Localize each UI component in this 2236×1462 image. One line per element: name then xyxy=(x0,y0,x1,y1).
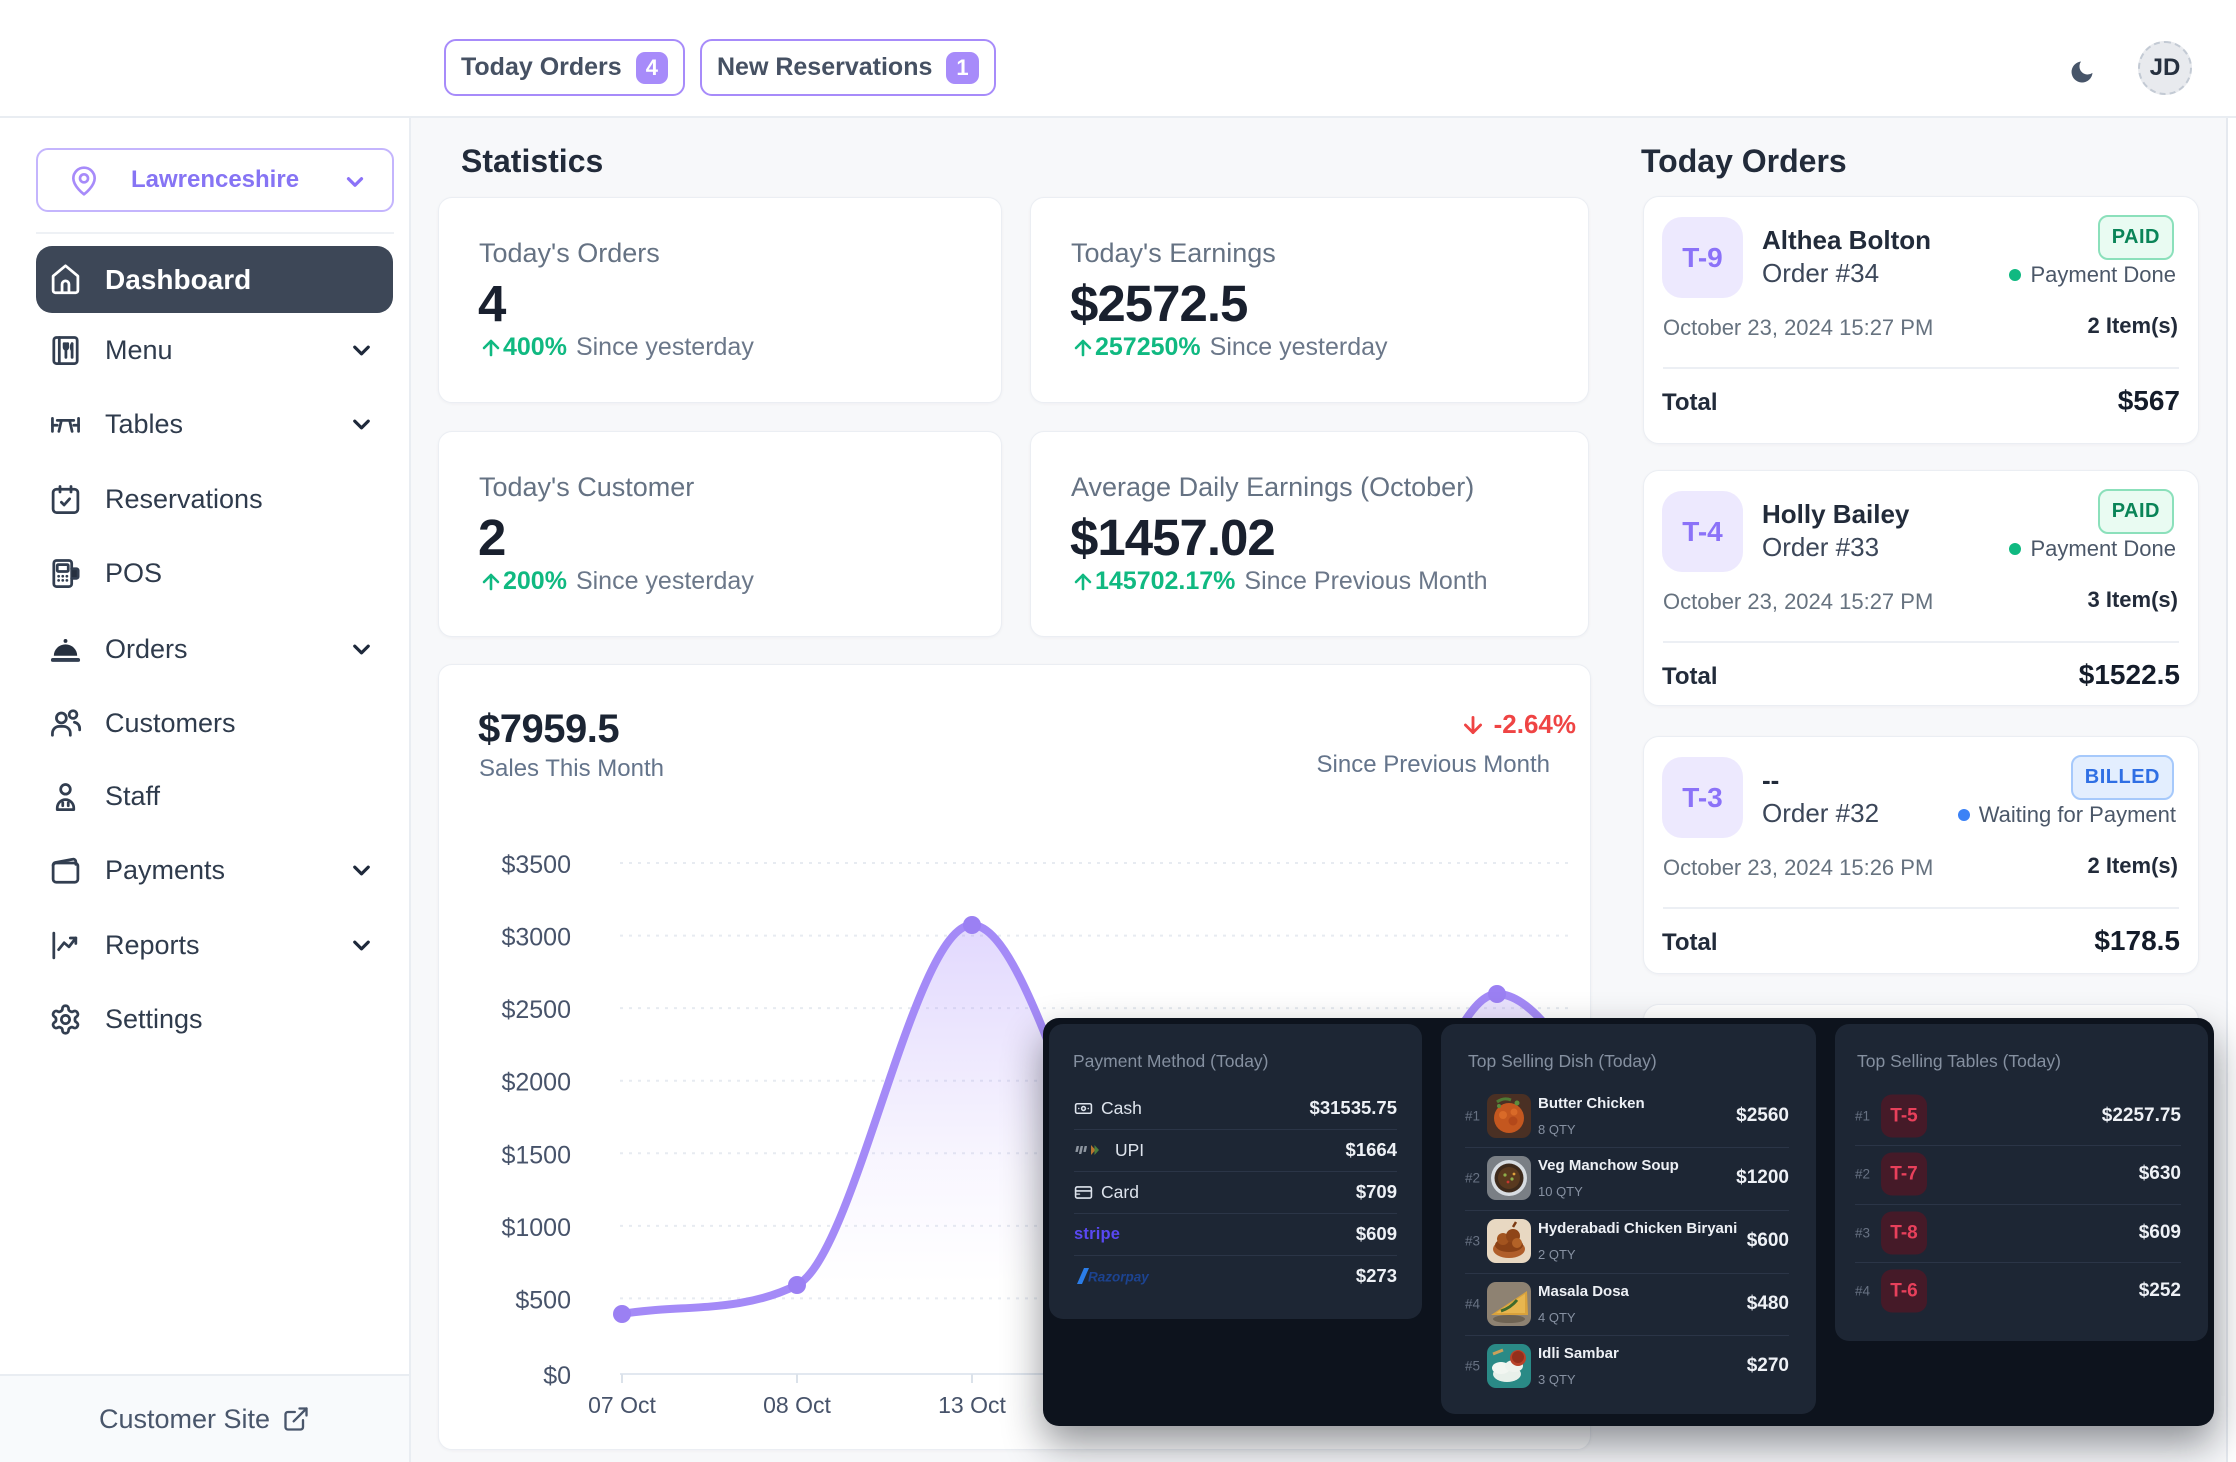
svg-text:$1500: $1500 xyxy=(501,1141,571,1169)
svg-text:07 Oct: 07 Oct xyxy=(588,1392,656,1418)
svg-text:Razorpay: Razorpay xyxy=(1088,1270,1150,1285)
svg-text:$2500: $2500 xyxy=(501,996,571,1024)
svg-text:08 Oct: 08 Oct xyxy=(763,1392,831,1418)
svg-text:$3000: $3000 xyxy=(501,924,571,952)
svg-text:$1000: $1000 xyxy=(501,1214,571,1242)
svg-text:$2000: $2000 xyxy=(501,1069,571,1097)
svg-text:$3500: $3500 xyxy=(501,851,571,879)
svg-text:13 Oct: 13 Oct xyxy=(938,1392,1006,1418)
svg-text:$0: $0 xyxy=(543,1362,571,1390)
svg-text:$500: $500 xyxy=(515,1286,571,1314)
